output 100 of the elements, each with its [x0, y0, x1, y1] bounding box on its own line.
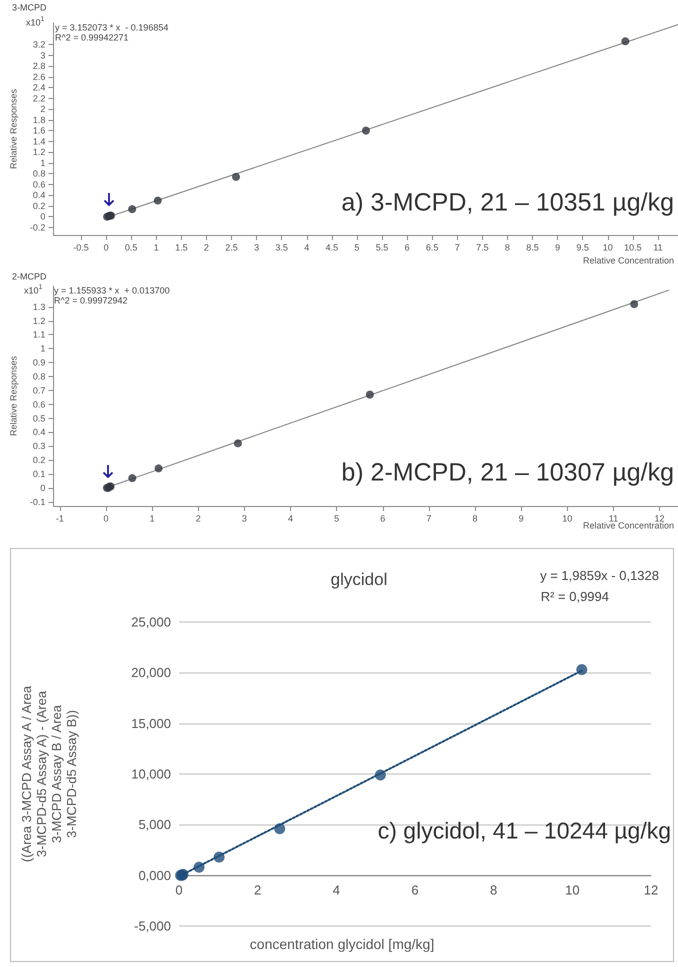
x-tick-label: 2 [254, 882, 262, 898]
x-tick-label: 7.5 [476, 242, 489, 252]
x-tick-label: 10.5 [624, 242, 642, 252]
chart-title: 2-MCPD [12, 272, 47, 282]
x-tick-label: 5.5 [376, 242, 388, 252]
chart-title: 3-MCPD [12, 2, 47, 12]
y-tick-label: 2 [40, 104, 46, 114]
text: R² = 0,9994 [540, 589, 610, 604]
y-tick-label: -0.1 [30, 496, 46, 507]
y-tick-label: 0.2 [32, 455, 46, 466]
y-tick-label: 0.9 [32, 358, 46, 368]
y-tick-label: 0.3 [32, 441, 46, 452]
x-tick-label: 4 [332, 882, 340, 898]
annotation: R^2 = 0.99972942 [54, 296, 128, 306]
chart-title: glycidol [330, 570, 388, 589]
x-axis-title: concentration glycidol [mg/kg] [250, 936, 434, 952]
annotation: R^2 = 0.99942271 [55, 32, 129, 42]
x-tick-label: 5 [334, 514, 340, 524]
x-tick-label: 8 [472, 514, 478, 524]
y-tick-label: 0.6 [32, 179, 46, 190]
x-tick-label: 9.5 [576, 242, 589, 252]
y-tick-label: 1.8 [32, 114, 46, 125]
y-tick-label: 1 [40, 344, 46, 354]
x-tick-label: 6 [404, 242, 410, 252]
y-tick-label: 15,000 [131, 716, 171, 731]
y-tick-label: 20,000 [131, 665, 171, 680]
x-tick-label: 2 [204, 242, 209, 252]
x-tick-label: 0 [175, 882, 183, 898]
x-axis-title: Relative Concentration [582, 520, 674, 530]
x-tick-label: 12 [644, 882, 658, 898]
y-tick-label: 3 [40, 50, 46, 60]
x-tick-label: 0 [103, 514, 109, 524]
y-tick-label: 10,000 [131, 766, 171, 782]
y-tick-label: 0.8 [32, 372, 46, 382]
x-tick-label: 2 [196, 514, 201, 524]
x-tick-label: 10 [562, 514, 572, 524]
y-tick-label: 2.4 [32, 82, 46, 93]
y-tick-label: 1.2 [32, 147, 46, 158]
x-tick-label: 4 [304, 242, 310, 252]
x-tick-label: 3 [242, 514, 247, 524]
x-tick-label: 6 [411, 882, 419, 898]
y-tick-label: 1.4 [32, 136, 46, 146]
y-tick-label: 1.6 [32, 126, 46, 136]
y-tick-label: 0,000 [138, 868, 171, 883]
x-tick-label: 4 [288, 514, 294, 524]
x-tick-label: 8.5 [526, 242, 539, 252]
x-tick-label: 11 [608, 514, 618, 524]
y-tick-label: 0 [40, 212, 46, 222]
x-tick-label: 5 [354, 242, 360, 252]
y-tick-label: 1.1 [32, 330, 46, 340]
y-tick-label: 1.2 [32, 316, 46, 326]
y-tick-label: -5,000 [134, 918, 171, 934]
y-tick-label: 2.6 [32, 72, 46, 82]
y-tick-label: 0.7 [32, 385, 46, 396]
y-tick-label: 0.8 [32, 168, 46, 179]
x-tick-label: 3.5 [275, 242, 288, 252]
x-tick-label: 8 [490, 882, 498, 898]
annotation: c) glycidol, 41 – 10244 µg/kg [378, 818, 672, 844]
x-tick-label: 6 [380, 514, 386, 524]
x-axis-title: Relative Concentration [582, 256, 674, 266]
x-tick-label: 10 [602, 242, 613, 252]
y-tick-label: 0 [40, 482, 46, 493]
annotation: y = 3.152073 * x - 0.196854 [55, 22, 168, 32]
annotation: b) 2-MCPD, 21 – 10307 µg/kg [341, 458, 674, 486]
x-tick-label: 0.5 [124, 242, 138, 252]
x-tick-label: -1 [56, 514, 64, 524]
annotation: y = 1.155933 * x + 0.013700 [54, 286, 170, 296]
x-tick-label: 6.5 [426, 242, 438, 252]
annotation: a) 3-MCPD, 21 – 10351 µg/kg [341, 188, 674, 216]
x-tick-label: 2.5 [225, 242, 238, 252]
x-tick-label: 9 [555, 242, 560, 252]
y-tick-label: 3.2 [32, 40, 46, 50]
x-tick-label: 8 [504, 242, 510, 252]
x-tick-label: 0 [104, 242, 109, 252]
x-tick-label: 9 [518, 514, 524, 524]
x-tick-label: 12 [654, 514, 665, 524]
y-tick-label: 0.4 [32, 427, 46, 438]
y-tick-label: 0.4 [32, 190, 46, 200]
text: y = 1,9859x - 0,1328 [540, 568, 660, 583]
x-tick-label: 11 [653, 242, 663, 252]
x-tick-label: 7 [426, 514, 432, 524]
y-axis-title: ((Area 3-MCPD Assay A / Area 3-MCPD-d5 Assay A) - (Area 3-MCPD Assay B / Area 3-MCPD-d5 Assay B)) [19, 685, 79, 862]
y-tick-label: 1.3 [32, 302, 46, 312]
x-tick-label: 1.5 [175, 242, 188, 252]
y-tick-label: 0.2 [32, 200, 46, 211]
y-tick-label: 1 [40, 158, 46, 168]
x-tick-label: 4.5 [326, 242, 338, 252]
x-tick-label: 10 [565, 882, 580, 898]
y-tick-label: 2.8 [32, 61, 46, 72]
y-tick-label: 5,000 [138, 817, 171, 832]
y-tick-label: -0.2 [30, 222, 46, 232]
y-tick-label: 2.2 [32, 93, 46, 104]
y-axis-title: Relative Responses [8, 355, 18, 436]
x-tick-label: 3 [254, 242, 260, 252]
y-tick-label: 25,000 [131, 614, 171, 630]
x-tick-label: -0.5 [73, 242, 89, 252]
x-tick-label: 7 [454, 242, 460, 252]
y-axis-title: Relative Responses [8, 88, 18, 170]
y-tick-label: 0.6 [32, 399, 46, 410]
y-tick-label: 0.5 [32, 413, 46, 424]
